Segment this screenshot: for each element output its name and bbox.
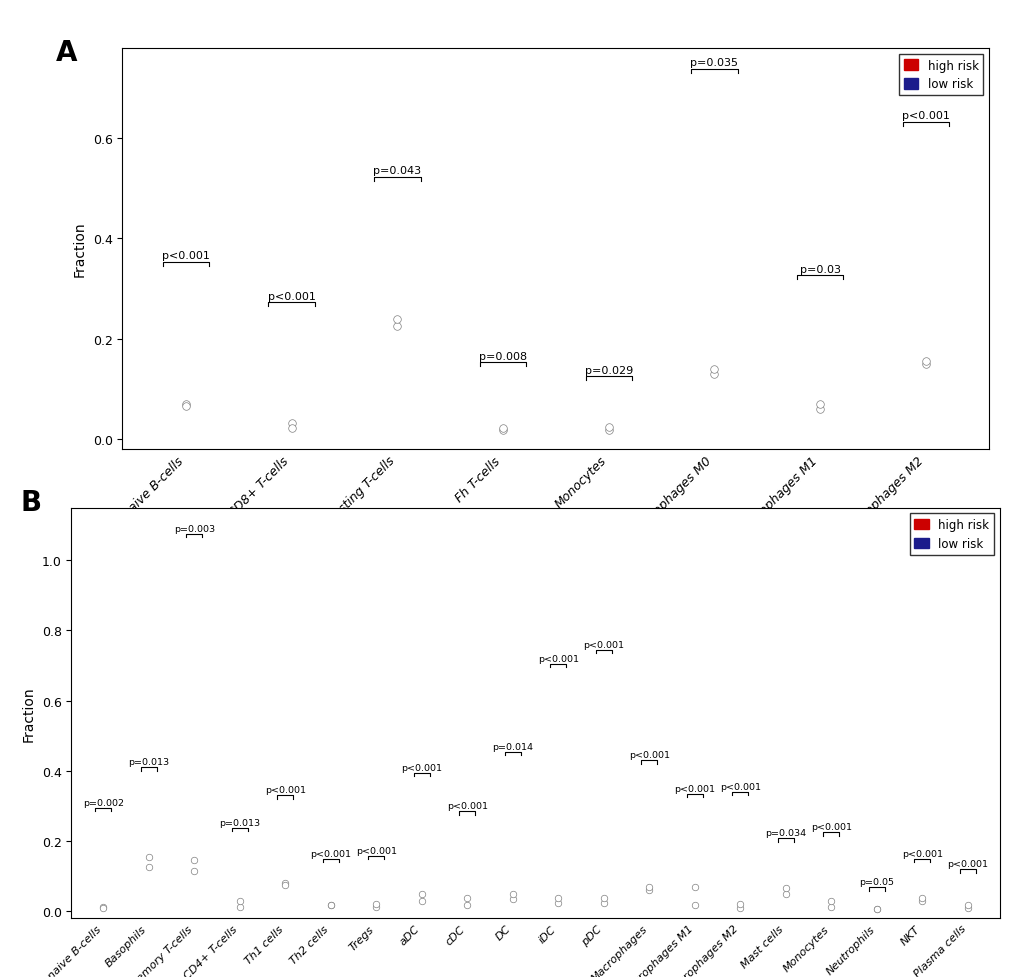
- Point: [686, 897, 702, 913]
- Text: p=0.05: p=0.05: [858, 877, 894, 886]
- Text: p<0.001: p<0.001: [901, 111, 949, 121]
- Text: p=0.003: p=0.003: [173, 525, 215, 533]
- Point: [600, 420, 616, 436]
- Point: [389, 312, 406, 327]
- Point: [732, 896, 748, 912]
- Point: [959, 897, 975, 913]
- Point: [600, 423, 616, 439]
- Point: [595, 895, 611, 911]
- Text: p<0.001: p<0.001: [310, 849, 351, 858]
- Text: p<0.001: p<0.001: [446, 801, 487, 810]
- Point: [917, 357, 933, 372]
- Point: [822, 894, 839, 910]
- Point: [459, 897, 475, 913]
- Text: p<0.001: p<0.001: [901, 849, 942, 858]
- Text: p=0.013: p=0.013: [219, 818, 260, 827]
- Text: p<0.001: p<0.001: [947, 859, 987, 869]
- Point: [913, 894, 929, 910]
- Point: [641, 879, 657, 895]
- Text: p<0.001: p<0.001: [356, 846, 396, 855]
- Point: [776, 886, 793, 902]
- Point: [141, 849, 157, 865]
- Text: p=0.008: p=0.008: [479, 352, 527, 361]
- Point: [95, 901, 111, 916]
- Point: [549, 890, 566, 906]
- Point: [549, 895, 566, 911]
- Text: p<0.001: p<0.001: [719, 782, 760, 791]
- Text: p<0.001: p<0.001: [267, 291, 315, 301]
- Point: [913, 890, 929, 906]
- Point: [277, 875, 293, 891]
- Point: [413, 894, 429, 910]
- Point: [494, 423, 511, 439]
- Point: [732, 901, 748, 916]
- Text: p<0.001: p<0.001: [162, 251, 210, 261]
- Text: p<0.001: p<0.001: [628, 750, 669, 759]
- Point: [177, 399, 194, 414]
- Point: [231, 899, 248, 914]
- Text: p<0.001: p<0.001: [583, 640, 624, 649]
- Text: p=0.035: p=0.035: [690, 59, 738, 68]
- Point: [822, 899, 839, 914]
- Text: p=0.013: p=0.013: [128, 757, 169, 767]
- Point: [504, 886, 521, 902]
- Point: [283, 420, 300, 436]
- Legend: high risk, low risk: high risk, low risk: [899, 55, 982, 96]
- Point: [177, 397, 194, 412]
- Point: [868, 901, 884, 916]
- Point: [185, 853, 202, 869]
- Point: [277, 877, 293, 893]
- Point: [705, 361, 721, 377]
- Text: p=0.014: p=0.014: [492, 742, 533, 750]
- Text: p<0.001: p<0.001: [265, 786, 306, 794]
- Point: [959, 900, 975, 915]
- Text: p<0.001: p<0.001: [674, 784, 714, 792]
- Text: p<0.001: p<0.001: [810, 823, 851, 831]
- Point: [811, 402, 827, 417]
- Point: [595, 890, 611, 906]
- Point: [368, 896, 384, 912]
- Point: [141, 860, 157, 875]
- Point: [811, 397, 827, 412]
- Point: [413, 886, 429, 902]
- Point: [322, 897, 338, 913]
- Point: [917, 354, 933, 369]
- Point: [322, 897, 338, 913]
- Text: A: A: [56, 39, 77, 67]
- Text: p<0.001: p<0.001: [537, 654, 578, 663]
- Legend: high risk, low risk: high risk, low risk: [909, 514, 993, 555]
- Text: p=0.034: p=0.034: [764, 828, 806, 837]
- Text: p<0.001: p<0.001: [400, 763, 442, 772]
- Point: [95, 899, 111, 914]
- Point: [705, 366, 721, 382]
- Point: [504, 891, 521, 907]
- Point: [494, 420, 511, 436]
- Point: [459, 890, 475, 906]
- Point: [686, 879, 702, 895]
- Point: [776, 880, 793, 896]
- Y-axis label: Fraction: Fraction: [73, 222, 87, 276]
- Point: [185, 864, 202, 879]
- Point: [389, 319, 406, 334]
- Point: [368, 899, 384, 914]
- Text: p=0.002: p=0.002: [83, 798, 123, 807]
- Point: [641, 882, 657, 898]
- Point: [283, 415, 300, 431]
- Point: [231, 894, 248, 910]
- Point: [868, 901, 884, 916]
- Y-axis label: Fraction: Fraction: [22, 686, 36, 741]
- Text: B: B: [20, 488, 42, 517]
- Text: p=0.043: p=0.043: [373, 166, 421, 176]
- Text: p=0.03: p=0.03: [799, 265, 840, 275]
- Text: p=0.029: p=0.029: [584, 365, 632, 375]
